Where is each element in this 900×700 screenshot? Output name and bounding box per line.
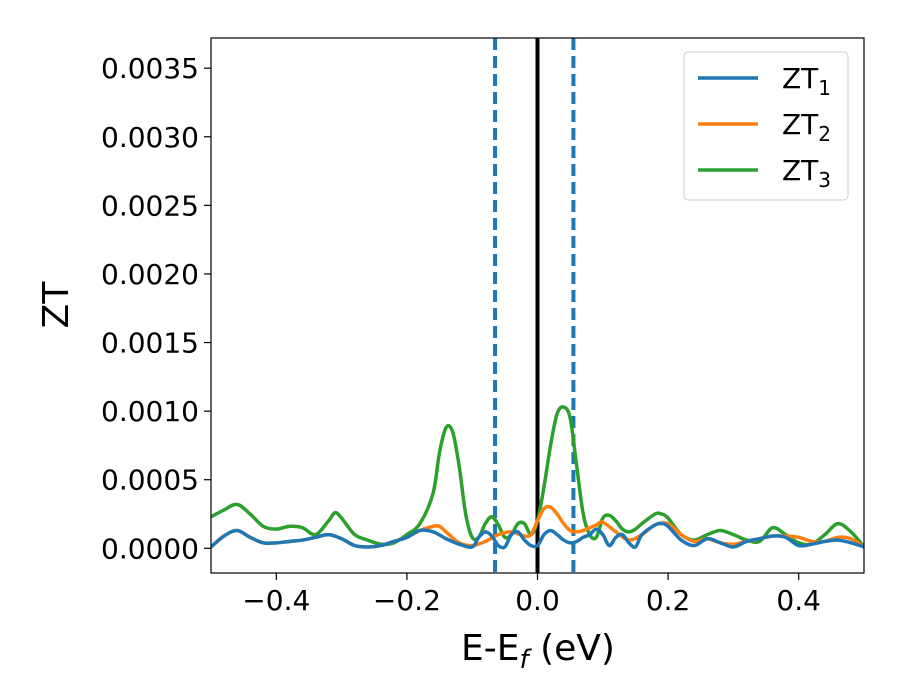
y-axis-ticks: 0.0000 0.0005 0.0010 0.0015 0.0020 0.0025 0.00…: [101, 52, 211, 565]
legend-label-zt1: ZT1: [782, 62, 831, 100]
y-tick-label: 0.0010: [101, 395, 199, 428]
x-tick-label: 0.2: [646, 584, 691, 617]
x-tick-label: 0.4: [776, 584, 821, 617]
x-axis-ticks: −0.4 −0.2 0.0 0.2 0.4: [242, 573, 821, 617]
legend-label-zt2: ZT2: [782, 108, 831, 146]
legend-box: [683, 51, 849, 201]
y-tick-label: 0.0025: [101, 189, 199, 222]
x-axis-label: E-Ef (eV): [461, 628, 615, 675]
legend-label-zt3: ZT3: [782, 154, 831, 192]
x-tick-label: 0.0: [515, 584, 560, 617]
y-tick-label: 0.0015: [101, 327, 199, 360]
y-axis-label: ZT: [36, 281, 77, 329]
reference-lines: [493, 38, 576, 573]
x-tick-label: −0.4: [242, 584, 310, 617]
y-tick-label: 0.0000: [101, 532, 199, 565]
y-tick-label: 0.0030: [101, 121, 199, 154]
y-tick-label: 0.0020: [101, 258, 199, 291]
legend: ZT1 ZT2 ZT3: [683, 51, 849, 201]
x-tick-label: −0.2: [373, 584, 441, 617]
y-tick-label: 0.0005: [101, 464, 199, 497]
series-lines: [211, 405, 864, 550]
y-tick-label: 0.0035: [101, 52, 199, 85]
series-line-zt1: [211, 521, 864, 550]
